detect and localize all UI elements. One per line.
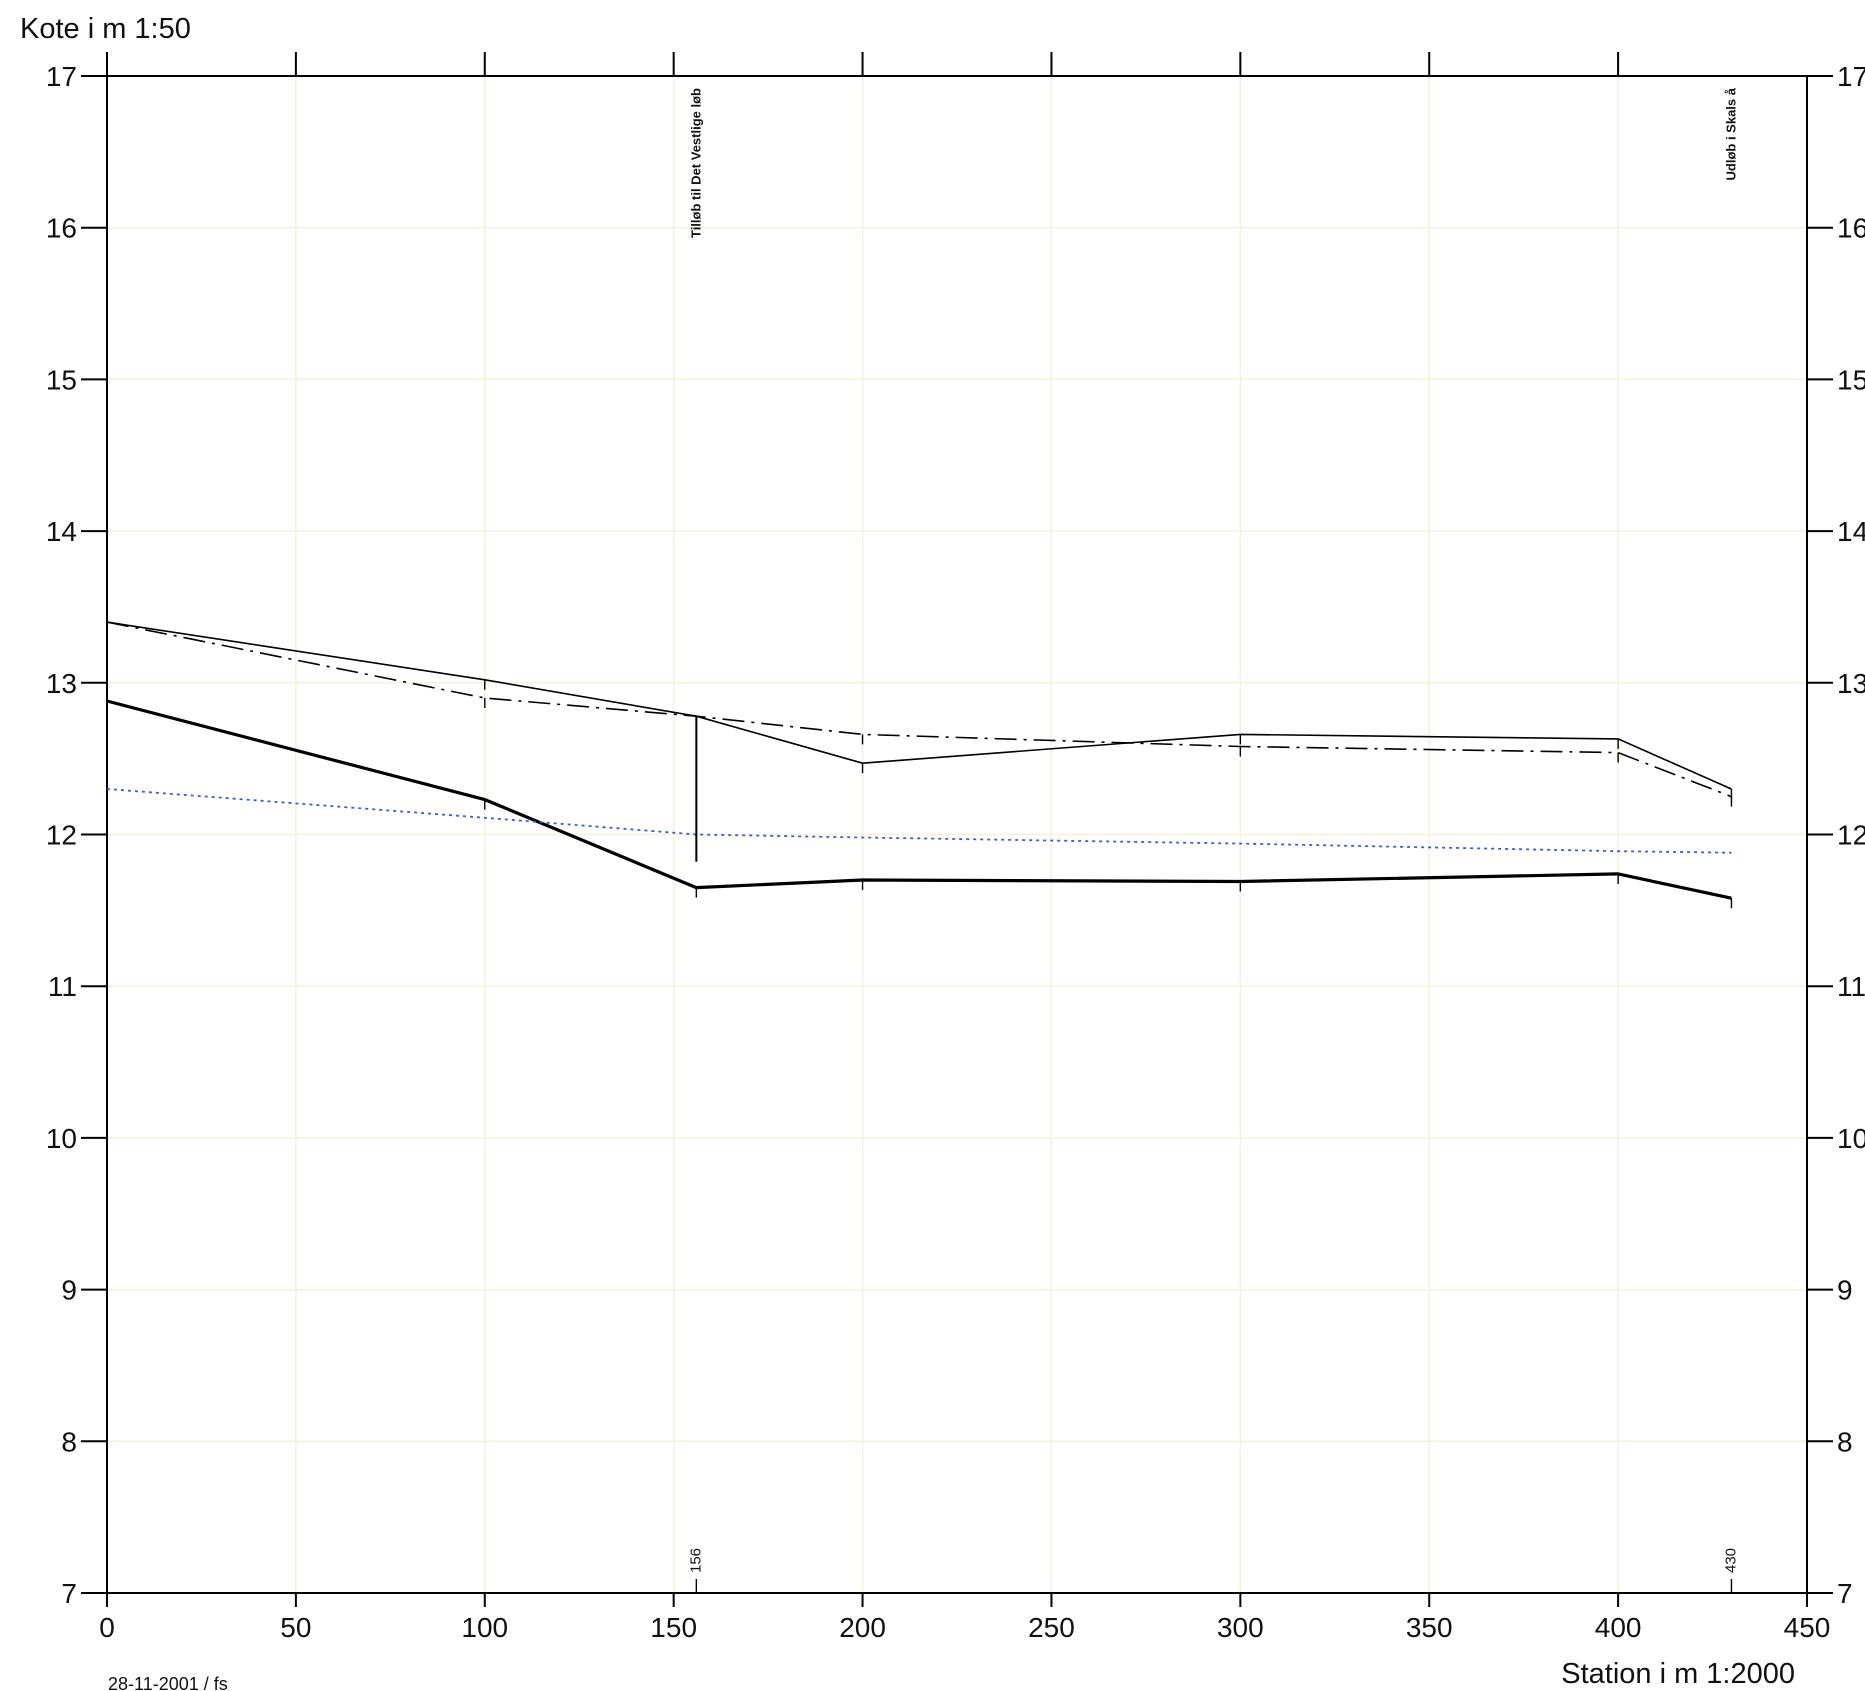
x-tick-label: 350 (1406, 1612, 1453, 1643)
grid (107, 76, 1807, 1593)
date-label: 28-11-2001 / fs (108, 1674, 228, 1691)
y-tick-label-left: 9 (61, 1275, 77, 1306)
y-tick-label-right: 16 (1837, 213, 1865, 244)
y-tick-label-left: 12 (46, 820, 77, 851)
annotation-top-text: Udløb i Skals å (1723, 87, 1738, 180)
y-tick-label-right: 12 (1837, 820, 1865, 851)
x-tick-label: 50 (280, 1612, 311, 1643)
y-tick-label-right: 11 (1837, 971, 1865, 1002)
y-tick-label-right: 9 (1837, 1275, 1853, 1306)
x-axis-title: Station i m 1:2000 (1561, 1658, 1795, 1690)
x-tick-label: 250 (1028, 1612, 1075, 1643)
y-tick-label-right: 8 (1837, 1426, 1853, 1457)
y-tick-label-right: 7 (1837, 1578, 1853, 1609)
y-tick-label-left: 7 (61, 1578, 77, 1609)
x-tick-label: 300 (1217, 1612, 1264, 1643)
annotations: Tilløb til Det Vestlige løb 156 Udløb i Sk… (687, 87, 1739, 1593)
y-tick-label-left: 16 (46, 213, 77, 244)
y-tick-label-right: 14 (1837, 516, 1865, 547)
y-tick-label-right: 13 (1837, 668, 1865, 699)
series-line-dashdot (106, 621, 1732, 798)
x-tick-label: 200 (839, 1612, 886, 1643)
y-tick-label-left: 14 (46, 516, 77, 547)
y-tick-label-left: 17 (46, 61, 77, 92)
y-tick-label-left: 13 (46, 668, 77, 699)
y-tick-label-right: 17 (1837, 61, 1865, 92)
series-line-dotted (106, 788, 1732, 854)
y-tick-label-left: 8 (61, 1426, 77, 1457)
annotation-bottom-text: 156 (687, 1548, 704, 1573)
x-tick-label: 450 (1784, 1612, 1831, 1643)
y-tick-label-right: 15 (1837, 364, 1865, 395)
annotation-bottom-text: 430 (1722, 1548, 1739, 1573)
y-tick-label-left: 10 (46, 1123, 77, 1154)
x-tick-label: 150 (650, 1612, 697, 1643)
x-tick-label: 400 (1595, 1612, 1642, 1643)
annotation-top-text: Tilløb til Det Vestlige løb (688, 88, 703, 238)
series-group (106, 621, 1733, 909)
y-tick-label-right: 10 (1837, 1123, 1865, 1154)
x-tick-label: 100 (461, 1612, 508, 1643)
y-tick-label-left: 11 (48, 971, 77, 1002)
y-tick-label-left: 15 (46, 364, 77, 395)
y-axis-title: Kote i m 1:50 (20, 13, 191, 45)
x-tick-label: 0 (99, 1612, 115, 1643)
series-line-solid-thick (106, 699, 1732, 900)
